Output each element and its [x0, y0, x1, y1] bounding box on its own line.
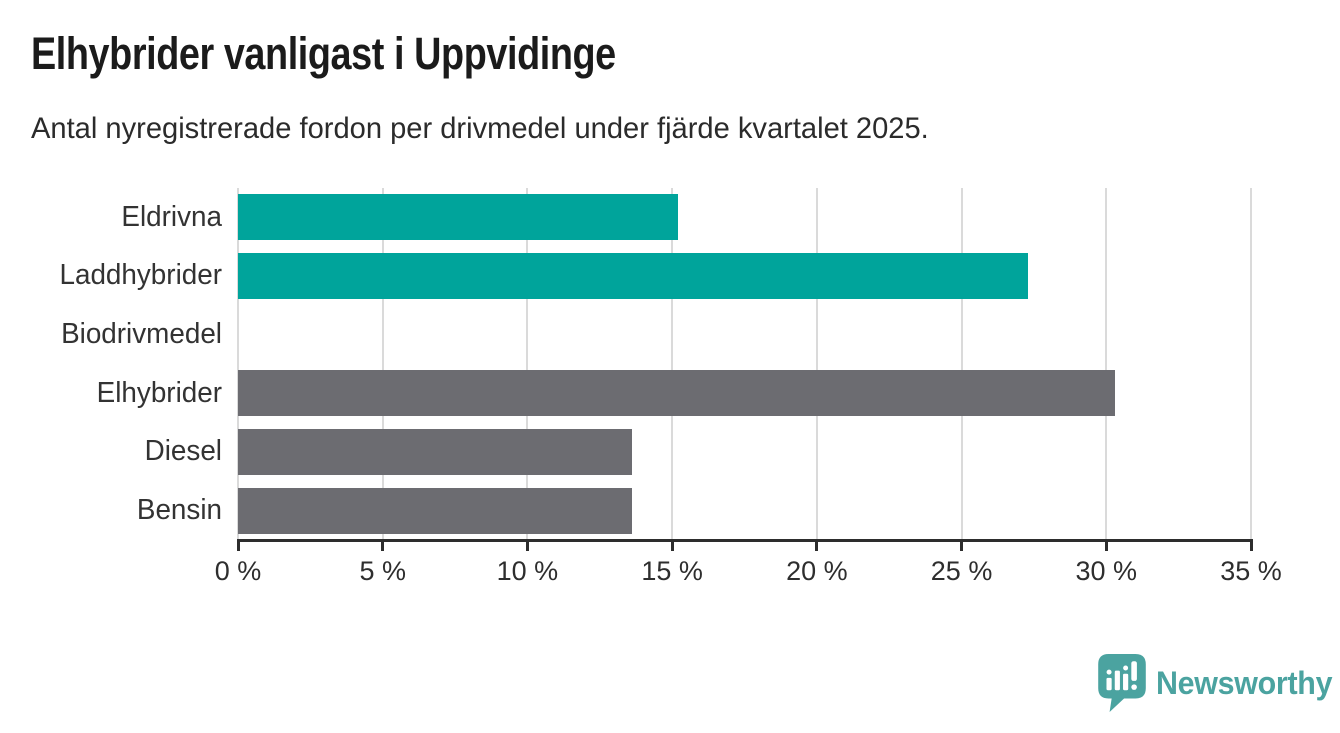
chart-title: Elhybrider vanligast i Uppvidinge	[31, 28, 616, 79]
gridline	[815, 188, 818, 540]
x-axis-tick	[670, 539, 674, 551]
x-axis-tick	[960, 539, 964, 551]
gridline	[381, 188, 384, 540]
category-label: Elhybrider	[96, 376, 222, 409]
bar-row	[238, 247, 1251, 306]
bar-row	[238, 305, 1251, 364]
chart-subtitle: Antal nyregistrerade fordon per drivmede…	[31, 112, 929, 145]
gridline	[671, 188, 674, 540]
bar-row	[238, 481, 1251, 540]
x-tick-label: 5 %	[359, 556, 406, 586]
bar	[238, 194, 678, 241]
x-tick-label: 0 %	[214, 556, 262, 586]
bar-row	[238, 423, 1251, 482]
category-labels-column: Eldrivna Laddhybrider Biodrivmedel Elhybrid…	[0, 188, 222, 540]
category-label: Eldrivna	[121, 200, 222, 233]
gridline	[237, 188, 239, 540]
gridline	[1250, 188, 1252, 540]
category-label: Laddhybrider	[59, 259, 222, 292]
category-label: Bensin	[136, 494, 222, 527]
newsworthy-brand-text: Newsworthy	[1156, 664, 1333, 701]
plot-area	[237, 188, 1252, 540]
bar	[238, 487, 632, 534]
bar-row	[238, 188, 1251, 247]
bar	[238, 428, 632, 475]
bar	[238, 370, 1115, 417]
x-tick-label: 25 %	[930, 556, 993, 586]
gridline	[1105, 188, 1108, 540]
x-axis-tick	[525, 539, 529, 551]
x-axis	[236, 539, 1253, 551]
x-tick-label: 10 %	[496, 556, 559, 586]
x-axis-tick	[815, 539, 819, 551]
x-tick-label: 35 %	[1220, 556, 1282, 586]
gridline	[960, 188, 963, 540]
newsworthy-logo: Newsworthy	[1097, 653, 1340, 713]
x-tick-labels: 0 % 5 % 10 % 15 % 20 % 25 % 30 % 35 %	[215, 556, 1282, 592]
x-tick-label: 15 %	[641, 556, 703, 586]
category-label: Diesel	[144, 435, 222, 468]
bar	[238, 252, 1029, 299]
x-axis-line	[238, 539, 1251, 542]
x-tick-label: 30 %	[1075, 556, 1138, 586]
x-tick-label: 20 %	[786, 556, 848, 586]
x-axis-tick	[381, 539, 385, 551]
x-axis-tick	[236, 539, 240, 551]
newsworthy-logo-icon	[1097, 653, 1147, 713]
category-label: Biodrivmedel	[61, 318, 222, 351]
gridline	[526, 188, 529, 540]
bar-row	[238, 364, 1251, 423]
x-axis-tick	[1104, 539, 1108, 551]
x-axis-tick	[1249, 539, 1253, 551]
